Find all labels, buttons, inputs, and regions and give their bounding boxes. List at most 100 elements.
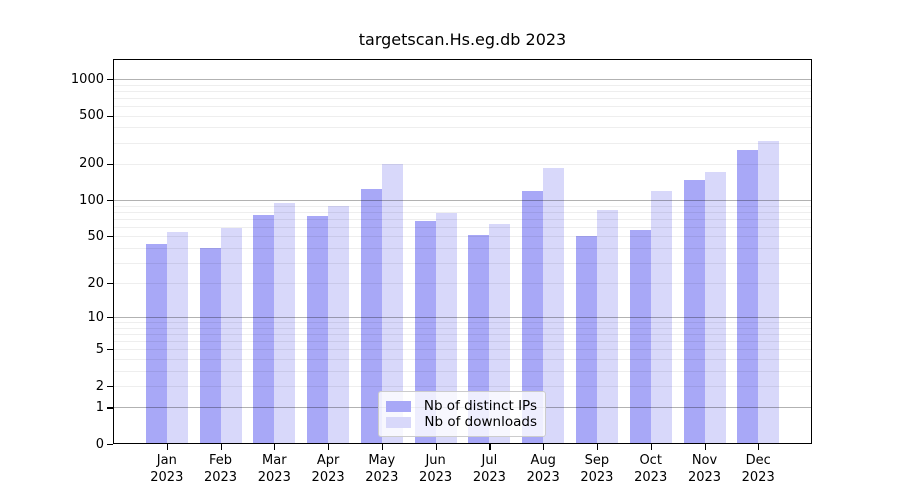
grid-minor-line xyxy=(113,334,812,336)
grid-minor-line xyxy=(113,262,812,264)
y-tick-mark xyxy=(107,115,113,117)
y-tick-label: 5 xyxy=(95,341,104,357)
y-tick-mark xyxy=(107,444,113,446)
y-tick-label: 1 xyxy=(95,399,104,415)
bar-jul-downloads xyxy=(489,224,511,443)
y-tick-mark xyxy=(107,407,113,409)
y-tick-label: 200 xyxy=(79,156,104,172)
grid-major-line xyxy=(113,79,812,80)
grid-minor-line xyxy=(113,236,812,238)
x-tick-mark xyxy=(758,444,760,450)
grid-major-line xyxy=(113,317,812,319)
bar-aug-distinct-ips xyxy=(522,190,544,443)
grid-minor-line xyxy=(113,349,812,351)
x-tick-label: May 2023 xyxy=(352,452,412,486)
bar-sep-distinct-ips xyxy=(575,236,597,443)
grid-minor-line xyxy=(113,359,812,360)
legend-entry-downloads: Nb of downloads xyxy=(386,414,537,430)
bar-dec-downloads xyxy=(758,141,780,443)
x-tick-year: 2023 xyxy=(472,470,506,485)
x-tick-label: Feb 2023 xyxy=(191,452,251,486)
y-tick-label: 20 xyxy=(87,275,104,291)
x-tick-label: Jun 2023 xyxy=(406,452,466,486)
bar-may-distinct-ips xyxy=(360,188,382,443)
grid-minor-line xyxy=(113,341,812,343)
x-tick-mark xyxy=(596,444,599,450)
y-tick-label: 100 xyxy=(79,192,104,208)
x-tick-mark xyxy=(543,444,545,450)
x-tick-label: Nov 2023 xyxy=(675,452,735,486)
bar-nov-downloads xyxy=(704,171,726,443)
x-tick-mark xyxy=(704,444,706,450)
x-tick-mark xyxy=(220,444,222,450)
plot-area xyxy=(113,59,812,444)
bar-sep-downloads xyxy=(596,209,618,443)
x-tick-year: 2023 xyxy=(203,470,238,485)
x-tick-label: Dec 2023 xyxy=(728,452,788,486)
legend: Nb of distinct IPs Nb of downloads xyxy=(378,391,546,437)
x-tick-mark xyxy=(381,444,383,450)
grid-minor-line xyxy=(113,211,812,213)
grid-minor-line xyxy=(113,327,812,329)
bar-jan-distinct-ips xyxy=(145,244,167,443)
grid-minor-line xyxy=(113,97,812,99)
grid-minor-line xyxy=(113,127,812,129)
y-tick-label: 1000 xyxy=(70,71,104,87)
bar-may-downloads xyxy=(381,164,403,443)
x-tick-year: 2023 xyxy=(741,470,775,485)
y-tick-mark xyxy=(107,349,113,351)
x-tick-year: 2023 xyxy=(687,470,722,485)
y-tick-label: 0 xyxy=(95,436,104,452)
x-tick-mark xyxy=(328,444,330,450)
x-tick-mark xyxy=(435,444,437,450)
legend-label-distinct-ips: Nb of distinct IPs xyxy=(423,398,537,414)
y-tick-label: 10 xyxy=(87,309,104,325)
x-tick-label: Sep 2023 xyxy=(567,452,627,486)
legend-entry-distinct-ips: Nb of distinct IPs xyxy=(386,398,537,414)
x-tick-label: Oct 2023 xyxy=(621,452,681,486)
x-tick-label: Aug 2023 xyxy=(513,452,573,486)
grid-minor-line xyxy=(113,386,812,387)
grid-minor-line xyxy=(113,205,812,207)
legend-swatch-distinct-ips xyxy=(386,400,411,412)
y-tick-label: 500 xyxy=(79,108,104,124)
grid-minor-line xyxy=(113,370,812,372)
bar-jun-downloads xyxy=(435,213,457,443)
y-tick-label: 2 xyxy=(95,378,104,394)
grid-minor-line xyxy=(113,90,812,92)
x-tick-year: 2023 xyxy=(365,470,399,485)
bar-mar-downloads xyxy=(274,202,296,443)
bar-oct-distinct-ips xyxy=(629,229,651,443)
bar-oct-downloads xyxy=(650,190,672,443)
x-tick-year: 2023 xyxy=(419,470,453,485)
x-tick-year: 2023 xyxy=(311,470,345,485)
bar-mar-distinct-ips xyxy=(253,214,275,443)
legend-swatch-downloads xyxy=(386,416,411,428)
x-tick-year: 2023 xyxy=(526,470,560,485)
y-tick-label: 50 xyxy=(87,228,104,244)
x-tick-mark xyxy=(274,444,276,450)
x-tick-label: Jan 2023 xyxy=(137,452,197,486)
grid-minor-line xyxy=(113,226,812,228)
grid-minor-line xyxy=(113,106,812,107)
x-tick-label: Apr 2023 xyxy=(298,452,358,486)
grid-minor-line xyxy=(113,115,812,117)
grid-minor-line xyxy=(113,84,812,86)
y-tick-mark xyxy=(107,163,113,165)
bar-jan-downloads xyxy=(166,232,188,443)
x-tick-mark xyxy=(489,444,491,450)
grid-minor-line xyxy=(113,142,812,144)
bar-dec-distinct-ips xyxy=(737,150,759,443)
x-tick-year: 2023 xyxy=(580,470,614,485)
y-tick-mark xyxy=(107,200,113,202)
bar-feb-downloads xyxy=(220,227,242,443)
x-tick-mark xyxy=(650,444,652,450)
x-tick-label: Mar 2023 xyxy=(244,452,304,486)
bar-feb-distinct-ips xyxy=(199,247,221,443)
x-tick-mark xyxy=(166,444,168,450)
grid-major-line xyxy=(113,200,812,202)
y-tick-mark xyxy=(107,79,113,81)
grid-minor-line xyxy=(113,163,812,165)
x-tick-year: 2023 xyxy=(150,470,184,485)
